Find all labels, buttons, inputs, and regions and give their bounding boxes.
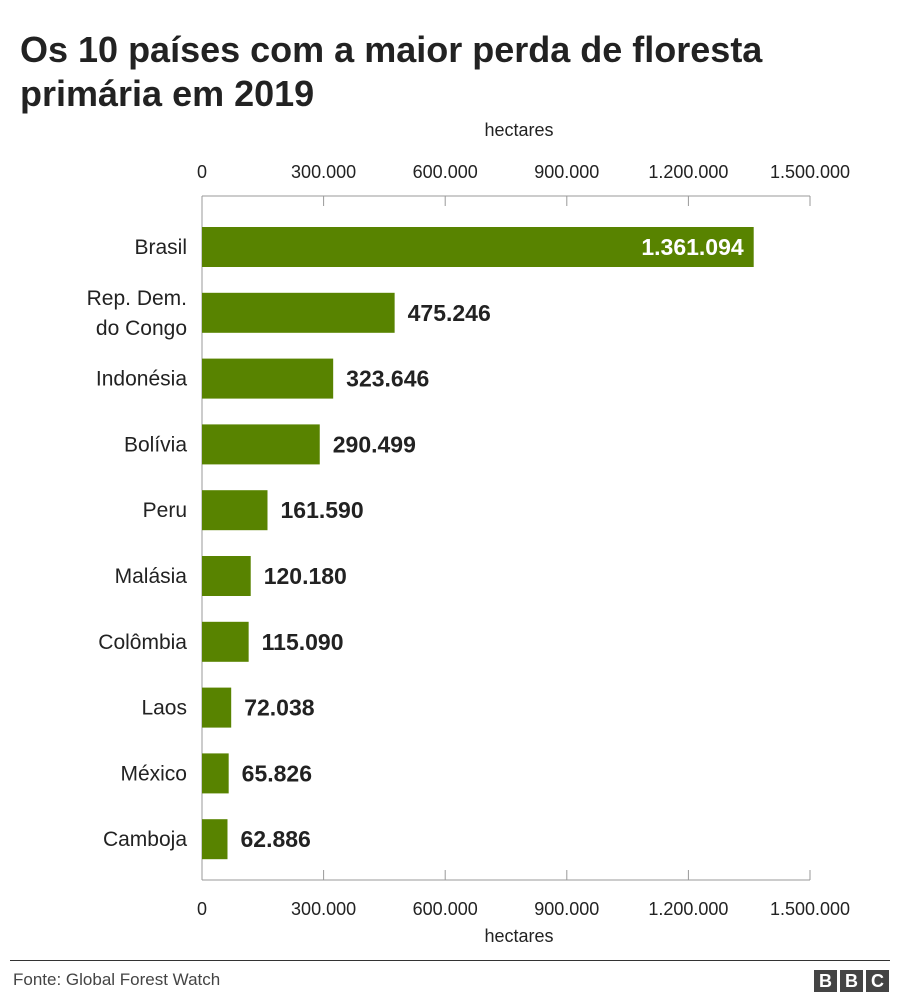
value-label: 1.361.094 — [641, 234, 744, 260]
top-tick-label: 1.200.000 — [648, 162, 728, 182]
x-axis-label-bottom: hectares — [484, 926, 553, 946]
bottom-tick-label: 900.000 — [534, 899, 599, 919]
bar — [202, 621, 249, 662]
bar — [202, 687, 232, 728]
value-label: 161.590 — [280, 497, 363, 523]
bbc-logo-block: B — [814, 970, 837, 992]
top-tick-label: 0 — [197, 162, 207, 182]
bar — [202, 227, 754, 267]
category-label: Colômbia — [98, 631, 187, 654]
category-label: Peru — [143, 499, 187, 522]
bar — [202, 292, 395, 333]
bottom-tick-label: 1.500.000 — [770, 899, 850, 919]
chart-title: Os 10 países com a maior perda de flores… — [20, 29, 763, 114]
bbc-logo: B B C — [814, 970, 889, 992]
bottom-tick-label: 0 — [197, 899, 207, 919]
bottom-tick-label: 1.200.000 — [648, 899, 728, 919]
top-tick-label: 300.000 — [291, 162, 356, 182]
value-label: 115.090 — [262, 629, 344, 655]
bar — [202, 424, 320, 465]
category-label: Bolívia — [124, 433, 187, 456]
x-axis-label-top: hectares — [484, 120, 553, 140]
value-label: 290.499 — [333, 431, 416, 457]
value-label: 120.180 — [264, 563, 347, 589]
bottom-tick-label: 600.000 — [413, 899, 478, 919]
bar — [202, 819, 228, 860]
category-label: Indonésia — [96, 368, 187, 391]
source-note: Fonte: Global Forest Watch — [13, 970, 221, 989]
bar-chart: hectares hectares 0 0 300.000 300.000 600.000 6… — [87, 120, 850, 946]
bar — [202, 358, 334, 399]
value-label: 65.826 — [242, 760, 312, 786]
category-label: Camboja — [103, 828, 187, 851]
bar — [202, 490, 268, 531]
bottom-tick-label: 300.000 — [291, 899, 356, 919]
value-label: 62.886 — [240, 826, 310, 852]
bbc-logo-block: B — [840, 970, 863, 992]
top-tick-label: 900.000 — [534, 162, 599, 182]
value-label: 323.646 — [346, 366, 429, 392]
category-label: Rep. Dem. — [87, 287, 187, 310]
category-label: Malásia — [115, 565, 188, 588]
footer-divider — [10, 960, 890, 961]
top-tick-label: 1.500.000 — [770, 162, 850, 182]
category-label: do Congo — [96, 317, 187, 340]
bbc-logo-block: C — [866, 970, 889, 992]
top-tick-label: 600.000 — [413, 162, 478, 182]
value-label: 72.038 — [244, 695, 315, 721]
category-label: Brasil — [134, 236, 187, 259]
category-label: Laos — [141, 697, 187, 720]
bar — [202, 556, 251, 596]
value-label: 475.246 — [408, 300, 491, 326]
category-label: México — [120, 762, 187, 785]
bar — [202, 753, 229, 794]
